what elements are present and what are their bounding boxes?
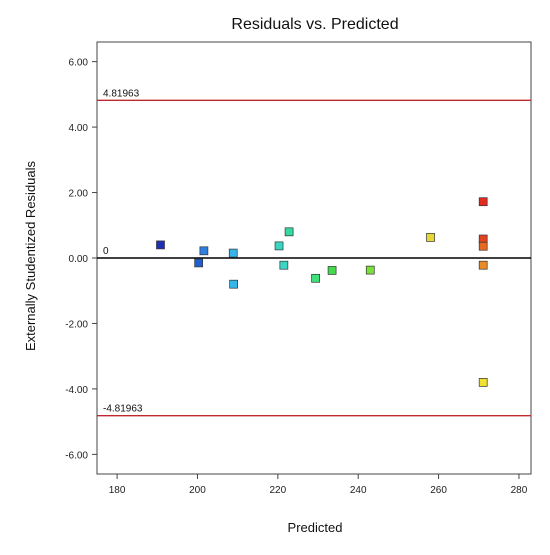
y-tick-label: -2.00 (65, 319, 88, 330)
data-point (156, 240, 165, 250)
data-point (327, 266, 337, 275)
data-point (478, 241, 488, 251)
y-tick-label: 2.00 (69, 189, 89, 200)
data-point (229, 279, 238, 289)
x-tick-label: 200 (189, 485, 206, 496)
x-tick-label: 260 (430, 485, 447, 496)
x-axis-title: Predicted (288, 520, 343, 535)
y-tick-label: -6.00 (65, 450, 88, 461)
data-point (199, 246, 209, 256)
data-point (274, 241, 284, 251)
y-tick-label: -4.00 (65, 385, 88, 396)
y-tick-label: 4.00 (69, 123, 89, 134)
data-point (478, 197, 488, 207)
reference-line-label: 0 (103, 246, 109, 257)
data-point (194, 258, 204, 268)
data-point (426, 233, 435, 242)
x-tick-label: 220 (269, 485, 286, 496)
y-tick-label: 6.00 (69, 58, 89, 69)
reference-line-label: -4.81963 (103, 404, 143, 415)
axis-ticks: 6.00 4.00 2.00 0.00 -2.00 -4.00 -6.00 180 200 220… (65, 58, 528, 496)
chart-title: Residuals vs. Predicted (231, 16, 398, 33)
x-tick-label: 240 (350, 485, 367, 496)
reference-line-label: 4.81963 (103, 88, 140, 99)
y-axis-title: Externally Studentized Residuals (23, 160, 38, 351)
data-point (478, 234, 488, 244)
data-point (311, 273, 320, 283)
reference-lines: 4.81963 0 -4.81963 (97, 88, 531, 417)
data-point (228, 248, 238, 258)
y-tick-label: 0.00 (69, 254, 89, 265)
x-tick-label: 180 (109, 485, 126, 496)
data-point (284, 227, 294, 237)
data-point (365, 265, 375, 275)
data-point (279, 260, 289, 270)
data-points (156, 197, 488, 387)
data-point (478, 260, 488, 270)
data-point (478, 378, 488, 387)
x-tick-label: 280 (511, 485, 528, 496)
